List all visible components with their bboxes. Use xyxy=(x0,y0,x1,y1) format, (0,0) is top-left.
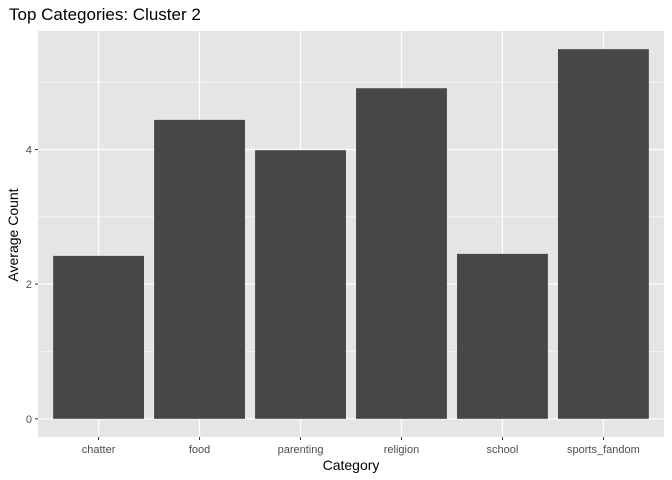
x-tick-label: parenting xyxy=(278,444,324,456)
x-axis: chatter food parenting religion school sports… xyxy=(82,437,640,456)
x-tick-label: food xyxy=(189,444,210,456)
x-tick-label: religion xyxy=(384,444,419,456)
chart-title: Top Categories: Cluster 2 xyxy=(9,5,201,24)
bar-layer xyxy=(53,49,649,419)
x-axis-title: Category xyxy=(323,457,380,473)
y-tick-label: 0 xyxy=(26,414,32,426)
x-tick-label: school xyxy=(487,444,519,456)
bar-sports_fandom xyxy=(557,49,649,419)
bar-food xyxy=(154,119,245,419)
y-tick-label: 2 xyxy=(26,279,32,291)
bar-chatter xyxy=(53,255,145,419)
x-tick-label: chatter xyxy=(82,444,116,456)
bar-religion xyxy=(356,88,447,419)
y-axis-title: Average Count xyxy=(5,188,21,281)
y-tick-label: 4 xyxy=(26,145,32,157)
y-axis: 0 2 4 xyxy=(26,145,38,426)
bar-school xyxy=(457,253,548,419)
x-tick-label: sports_fandom xyxy=(567,444,640,456)
bar-parenting xyxy=(255,150,346,419)
